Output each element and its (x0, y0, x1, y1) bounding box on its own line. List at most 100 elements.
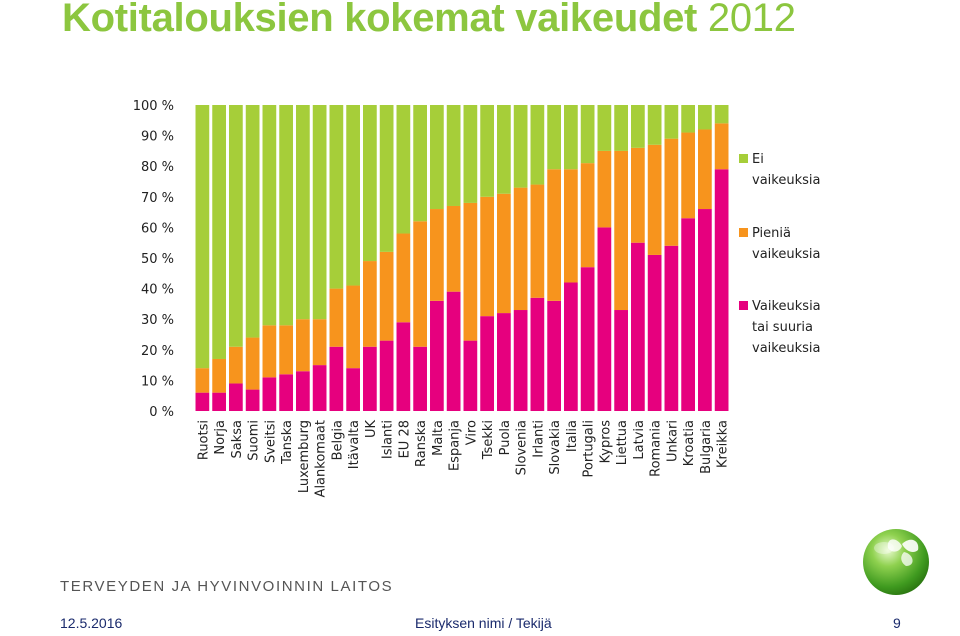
bar-segment (346, 368, 360, 411)
bar-segment (497, 313, 511, 411)
y-tick-label: 30 % (141, 313, 174, 328)
bar-segment (396, 322, 411, 411)
bar-segment (312, 365, 327, 411)
bar-segment (530, 297, 545, 411)
bar-segment (497, 193, 511, 314)
bar-segment (513, 310, 528, 411)
bar-segment (296, 105, 310, 320)
bar-segment (580, 105, 595, 164)
legend-label: vaikeuksia (752, 341, 820, 356)
bar-segment (229, 105, 243, 347)
x-tick-label: Kroatia (682, 420, 697, 466)
x-tick-label: UK (364, 420, 379, 439)
legend-label: Pieniä (752, 226, 791, 241)
bar-segment (379, 340, 394, 411)
footer-bar: 12.5.2016 Esityksen nimi / Tekijä 9 (0, 607, 960, 636)
x-tick-label: Viro (464, 420, 479, 445)
bar-segment (497, 105, 511, 194)
x-tick-label: Tanska (280, 420, 295, 465)
x-tick-label: Portugali (582, 420, 597, 477)
bar-segment (430, 300, 444, 411)
green-globe-logo (863, 529, 929, 595)
bar-segment (463, 202, 478, 341)
y-tick-label: 80 % (141, 160, 174, 175)
bar-segment (262, 105, 277, 326)
x-tick-label: Islanti (381, 420, 396, 459)
bar-segment (262, 325, 277, 378)
y-tick-label: 50 % (141, 252, 174, 267)
legend-label: vaikeuksia (752, 247, 820, 262)
bar-segment (614, 150, 628, 311)
bar-segment (413, 105, 427, 222)
footer-date: 12.5.2016 (60, 615, 123, 631)
bar-segment (631, 105, 645, 148)
page-number: 9 (893, 615, 901, 631)
bar-segment (647, 144, 662, 255)
x-tick-label: Slovenia (515, 420, 530, 475)
bar-segment (245, 389, 260, 411)
bar-segment (580, 267, 595, 411)
bar-segment (681, 218, 695, 411)
bar-segment (430, 105, 444, 210)
bar-segment (530, 184, 545, 298)
bar-segment (446, 205, 461, 292)
y-tick-label: 70 % (141, 191, 174, 206)
bar-segment (681, 132, 695, 219)
bar-segment (195, 105, 210, 369)
bar-segment (530, 105, 545, 185)
bar-segment (245, 105, 260, 338)
slide-title-year: 2012 (707, 0, 796, 40)
x-tick-label: Espanja (448, 420, 463, 471)
x-tick-label: Saksa (230, 420, 245, 459)
bar-segment (195, 392, 210, 411)
bar-segment (714, 105, 729, 124)
x-tick-label: Tsekki (481, 420, 496, 460)
x-tick-label: Liettua (615, 420, 630, 465)
x-tick-label: Kreikka (716, 420, 731, 468)
y-tick-label: 20 % (141, 344, 174, 359)
bar-segment (480, 196, 494, 317)
bar-segment (229, 383, 243, 411)
legend-label: Vaikeuksia (752, 299, 821, 314)
bar-segment (547, 105, 561, 170)
y-tick-label: 40 % (141, 283, 174, 298)
bar-segment (446, 291, 461, 411)
x-tick-label: EU 28 (397, 420, 412, 458)
bar-segment (329, 288, 344, 347)
legend-swatch (739, 301, 748, 310)
bar-segment (312, 105, 327, 320)
x-tick-label: Itävalta (347, 420, 362, 469)
bar-segment (681, 105, 695, 133)
bar-segment (480, 105, 494, 197)
x-tick-label: Suomi (247, 420, 262, 461)
x-tick-label: Ruotsi (196, 420, 211, 460)
bar-segment (312, 319, 327, 366)
bar-segment (212, 392, 226, 411)
x-tick-label: Belgia (330, 420, 345, 460)
legend-label: Ei (752, 152, 764, 167)
x-tick-label: Romania (649, 420, 664, 477)
bar-segment (480, 316, 494, 411)
bar-segment (664, 105, 679, 139)
bar-segment (346, 105, 360, 286)
bar-segment (714, 123, 729, 170)
bar-segment (279, 105, 293, 326)
bar-segment (229, 346, 243, 384)
bar-segment (195, 368, 210, 393)
legend-swatch (739, 154, 748, 163)
x-tick-label: Norja (213, 420, 228, 455)
bar-segment (262, 377, 277, 411)
legend-swatch (739, 228, 748, 237)
bar-segment (279, 374, 293, 411)
x-tick-label: Irlanti (531, 420, 546, 458)
bar-segment (413, 221, 427, 347)
x-tick-label: Alankomaat (314, 420, 329, 497)
bar-segment (714, 169, 729, 411)
bar-segment (212, 358, 226, 393)
bar-segment (430, 209, 444, 301)
y-tick-label: 60 % (141, 221, 174, 236)
bar-segment (564, 105, 578, 170)
bar-segment (647, 254, 662, 411)
x-tick-label: Ranska (414, 420, 429, 467)
y-tick-label: 0 % (149, 405, 174, 420)
